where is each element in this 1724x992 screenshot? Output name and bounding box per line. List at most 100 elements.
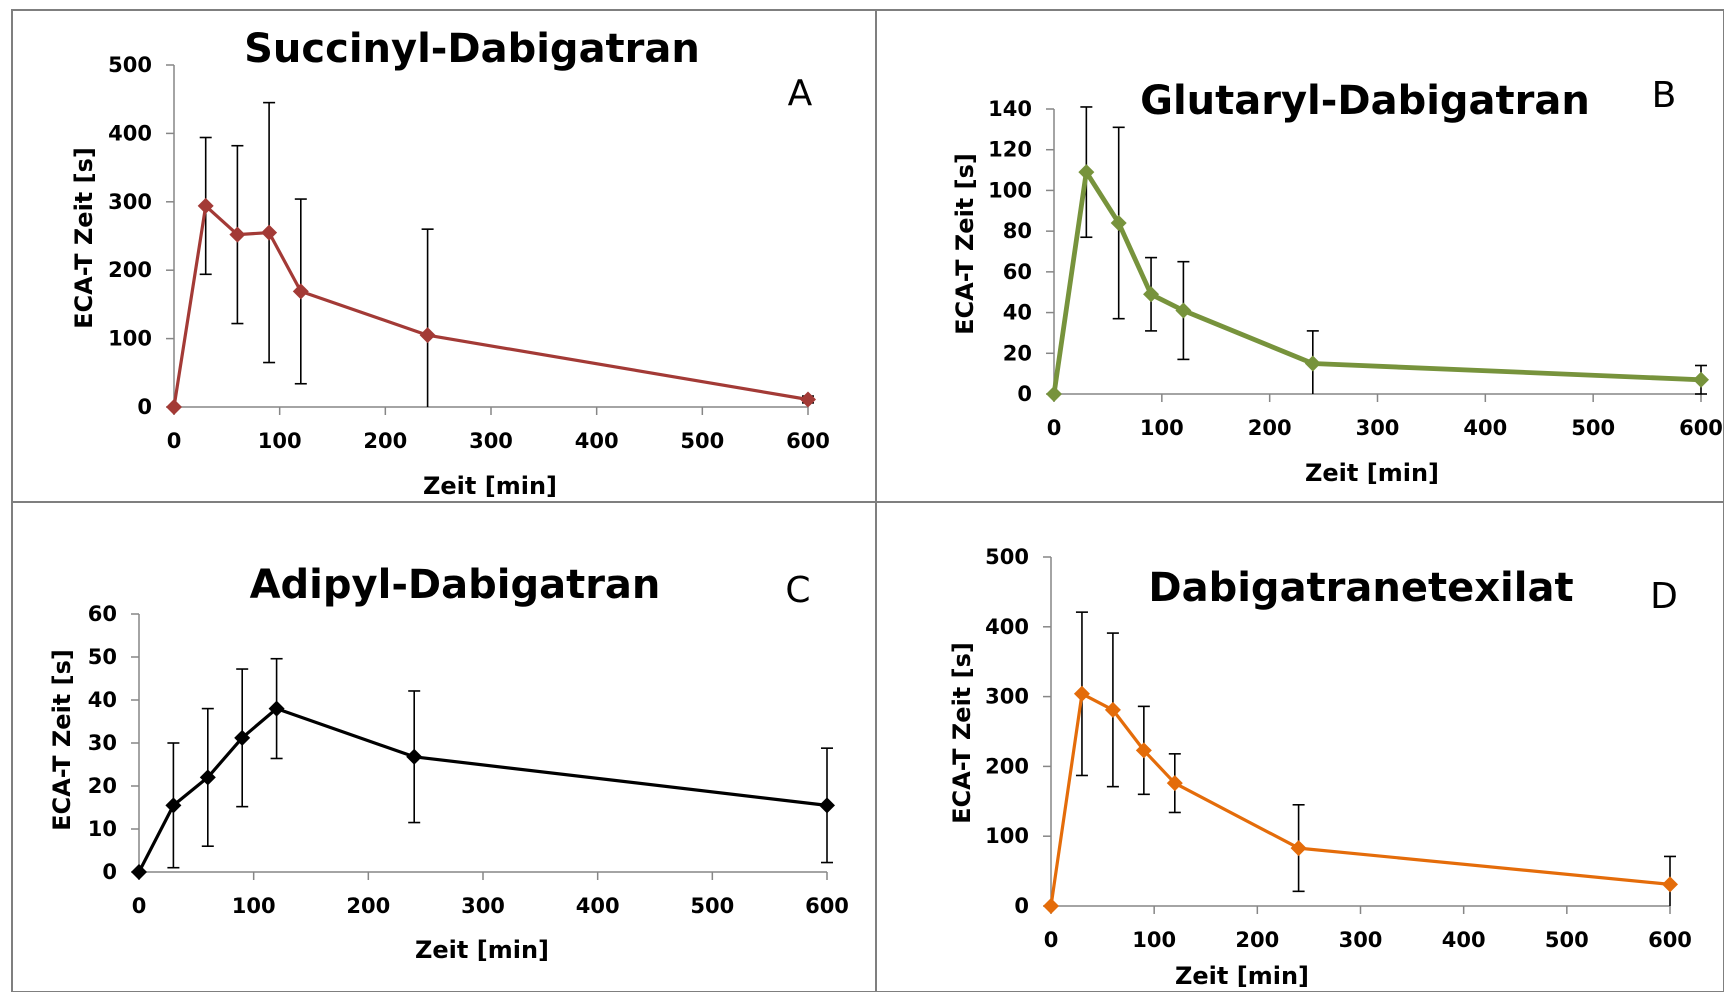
panel-b-y-tick-label: 40 [1003, 301, 1032, 325]
panel-a-y-tick-label: 500 [108, 53, 152, 77]
panel-b-x-tick-label: 500 [1571, 416, 1615, 440]
panel-d-data-point [1166, 775, 1183, 792]
panel-a-data-point [292, 283, 309, 300]
panel-b-x-tick-label: 200 [1248, 416, 1292, 440]
panel-b-plot: 0 20 40 60 80 100 120 140 0 100 200 300 400 500 600 [988, 97, 1723, 440]
panel-d-y-tick-label: 400 [985, 615, 1029, 639]
panel-c-x-tick-label: 600 [805, 894, 849, 918]
panel-a-data-point [166, 399, 182, 415]
panel-a-y-axis-label: ECA-T Zeit [s] [70, 147, 98, 329]
panel-a-y-tick-label: 300 [108, 190, 152, 214]
panel-b-y-tick-label: 20 [1003, 341, 1032, 365]
panel-d-data-point [1043, 898, 1059, 914]
panel-a-x-axis-label: Zeit [min] [423, 472, 557, 500]
panel-d-y-tick-label: 200 [985, 754, 1029, 778]
panel-a-title: Succinyl-Dabigatran [244, 26, 700, 72]
panel-b-y-tick-label: 0 [1017, 382, 1032, 406]
panel-c-x-tick-label: 300 [461, 894, 505, 918]
panel-b-data-point [1046, 386, 1062, 402]
panel-c-y-tick-label: 60 [88, 602, 117, 626]
panel-d-y-tick-label: 100 [985, 824, 1029, 848]
panel-a: 0 100 200 300 400 500 0 100 200 300 400 500 600 Succ… [70, 26, 830, 500]
panel-d-data-point [1662, 876, 1678, 893]
panel-d-data-point [1073, 685, 1090, 702]
panel-a-data-point [261, 224, 278, 241]
panel-d-y-tick-label: 300 [985, 685, 1029, 709]
panel-c-y-axis-label: ECA-T Zeit [s] [48, 649, 76, 831]
panel-d-letter: D [1650, 576, 1678, 617]
panel-b-y-tick-label: 140 [988, 97, 1032, 121]
panel-d-x-tick-label: 100 [1132, 928, 1176, 952]
panel-b-y-tick-label: 60 [1003, 260, 1032, 284]
panel-b-data-point [1175, 302, 1192, 319]
panel-c-data-point [234, 729, 251, 746]
panel-b-x-tick-label: 100 [1140, 416, 1184, 440]
panel-b-x-tick-label: 400 [1463, 416, 1507, 440]
panel-frame-d [875, 501, 1724, 992]
panel-c-x-tick-label: 100 [232, 894, 276, 918]
panel-a-data-point [197, 197, 214, 214]
panel-c-data-point [165, 797, 182, 814]
panel-d-y-tick-label: 0 [1014, 894, 1029, 918]
panel-a-letter: A [788, 73, 813, 114]
panel-b-letter: B [1652, 75, 1677, 116]
panel-a-x-tick-label: 600 [786, 429, 830, 453]
panel-a-y-tick-label: 200 [108, 258, 152, 282]
panel-d-x-tick-label: 600 [1648, 928, 1692, 952]
panel-b-data-point [1693, 371, 1709, 388]
panel-a-x-tick-label: 200 [363, 429, 407, 453]
panel-d-plot: 0 100 200 300 400 500 0 100 200 300 400 500 600 [985, 545, 1692, 952]
panel-c-x-axis-label: Zeit [min] [415, 936, 549, 964]
panel-c-title: Adipyl-Dabigatran [250, 562, 661, 608]
panel-a-data-point [800, 391, 816, 408]
panel-c-y-tick-label: 10 [88, 817, 117, 841]
panel-c-data-point [268, 700, 285, 717]
panel-b-data-point [1110, 215, 1127, 231]
panel-d-x-tick-label: 300 [1339, 928, 1383, 952]
panel-d-x-axis-label: Zeit [min] [1175, 962, 1309, 990]
panel-d-x-tick-label: 200 [1235, 928, 1279, 952]
panel-b-data-point [1304, 355, 1321, 372]
panel-c-data-point [131, 864, 147, 880]
panel-d-y-tick-label: 500 [985, 545, 1029, 569]
panel-c-x-tick-label: 500 [690, 894, 734, 918]
panel-a-x-tick-label: 300 [469, 429, 513, 453]
panel-b-x-tick-label: 600 [1679, 416, 1723, 440]
panel-c-x-tick-label: 0 [132, 894, 147, 918]
panel-c-y-tick-label: 40 [88, 688, 117, 712]
panel-c-y-tick-label: 20 [88, 774, 117, 798]
panel-c-data-point [406, 748, 423, 765]
panel-d-x-tick-label: 500 [1545, 928, 1589, 952]
panel-d-y-axis-label: ECA-T Zeit [s] [948, 642, 976, 824]
panel-d-x-tick-label: 0 [1044, 928, 1059, 952]
panel-b-y-tick-label: 80 [1003, 219, 1032, 243]
panel-frames [11, 9, 1724, 992]
panel-b-y-tick-label: 120 [988, 138, 1032, 162]
panel-b-data-point [1078, 164, 1095, 181]
panel-a-data-point [419, 327, 436, 344]
panel-b-x-tick-label: 0 [1047, 416, 1062, 440]
panel-a-x-tick-label: 400 [575, 429, 619, 453]
panel-a-data-point [229, 226, 246, 243]
panel-a-y-tick-label: 0 [137, 395, 152, 419]
panel-d-x-tick-label: 400 [1442, 928, 1486, 952]
panel-d-data-point [1290, 840, 1307, 857]
panel-a-x-tick-label: 0 [167, 429, 182, 453]
panel-a-y-tick-label: 400 [108, 121, 152, 145]
panel-a-plot: 0 100 200 300 400 500 0 100 200 300 400 500 600 [108, 53, 830, 453]
panel-c-data-point [199, 769, 216, 786]
panel-c-y-tick-label: 0 [102, 860, 117, 884]
panel-c-letter: C [785, 570, 810, 611]
panel-c-x-tick-label: 200 [346, 894, 390, 918]
panel-c-data-point [819, 797, 835, 814]
panel-b-x-tick-label: 300 [1356, 416, 1400, 440]
panel-d-data-point [1104, 701, 1121, 718]
panel-b-data-point [1143, 286, 1160, 303]
panel-c-x-tick-label: 400 [576, 894, 620, 918]
panel-b-y-axis-label: ECA-T Zeit [s] [951, 153, 979, 335]
panel-frame-a [11, 9, 877, 503]
panel-b-y-tick-label: 100 [988, 178, 1032, 202]
